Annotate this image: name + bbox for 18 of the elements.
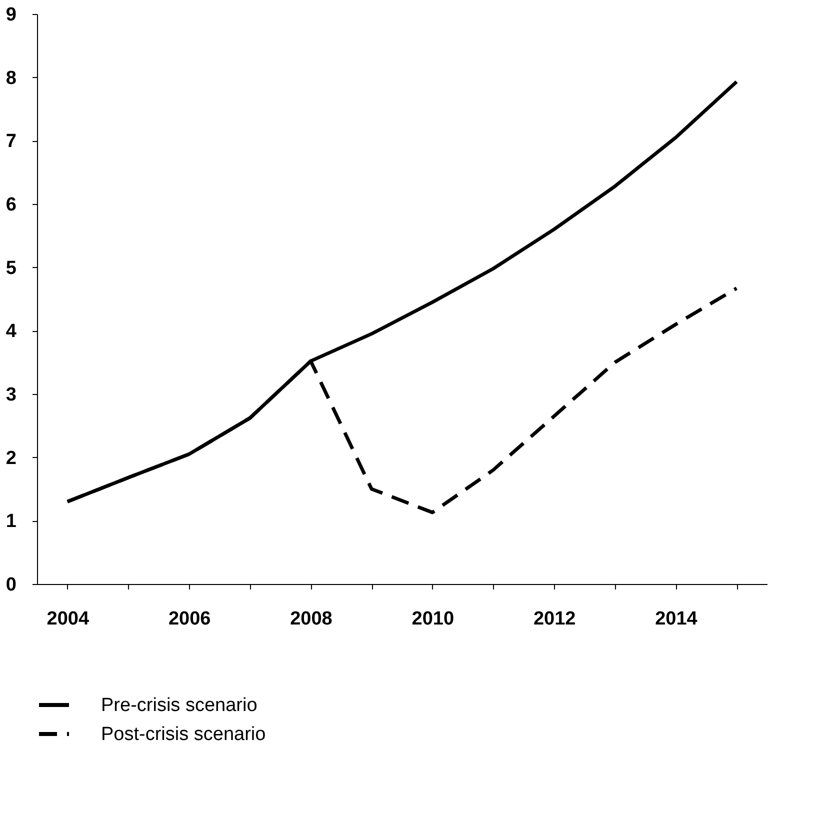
y-tick-label: 9 [6, 4, 16, 26]
x-tick-label: 2006 [168, 608, 211, 630]
y-tick-label: 5 [6, 258, 17, 279]
y-tick-label: 2 [6, 448, 16, 469]
x-tick-label: 2004 [46, 608, 90, 630]
y-tick-label: 1 [6, 511, 17, 532]
y-tick-label: 4 [6, 321, 17, 342]
y-tick-label: 0 [6, 574, 16, 596]
legend-label: Pre-crisis scenario [101, 695, 258, 716]
y-tick-label: 8 [6, 68, 16, 89]
y-tick-label: 7 [6, 131, 16, 152]
y-tick-label: 3 [6, 384, 16, 406]
x-tick-label: 2008 [290, 608, 332, 630]
x-tick-label: 2010 [412, 608, 454, 630]
x-tick-label: 2012 [533, 608, 576, 630]
y-tick-label: 6 [6, 194, 16, 216]
legend-label: Post-crisis scenario [101, 724, 266, 745]
x-tick-label: 2014 [655, 608, 698, 630]
